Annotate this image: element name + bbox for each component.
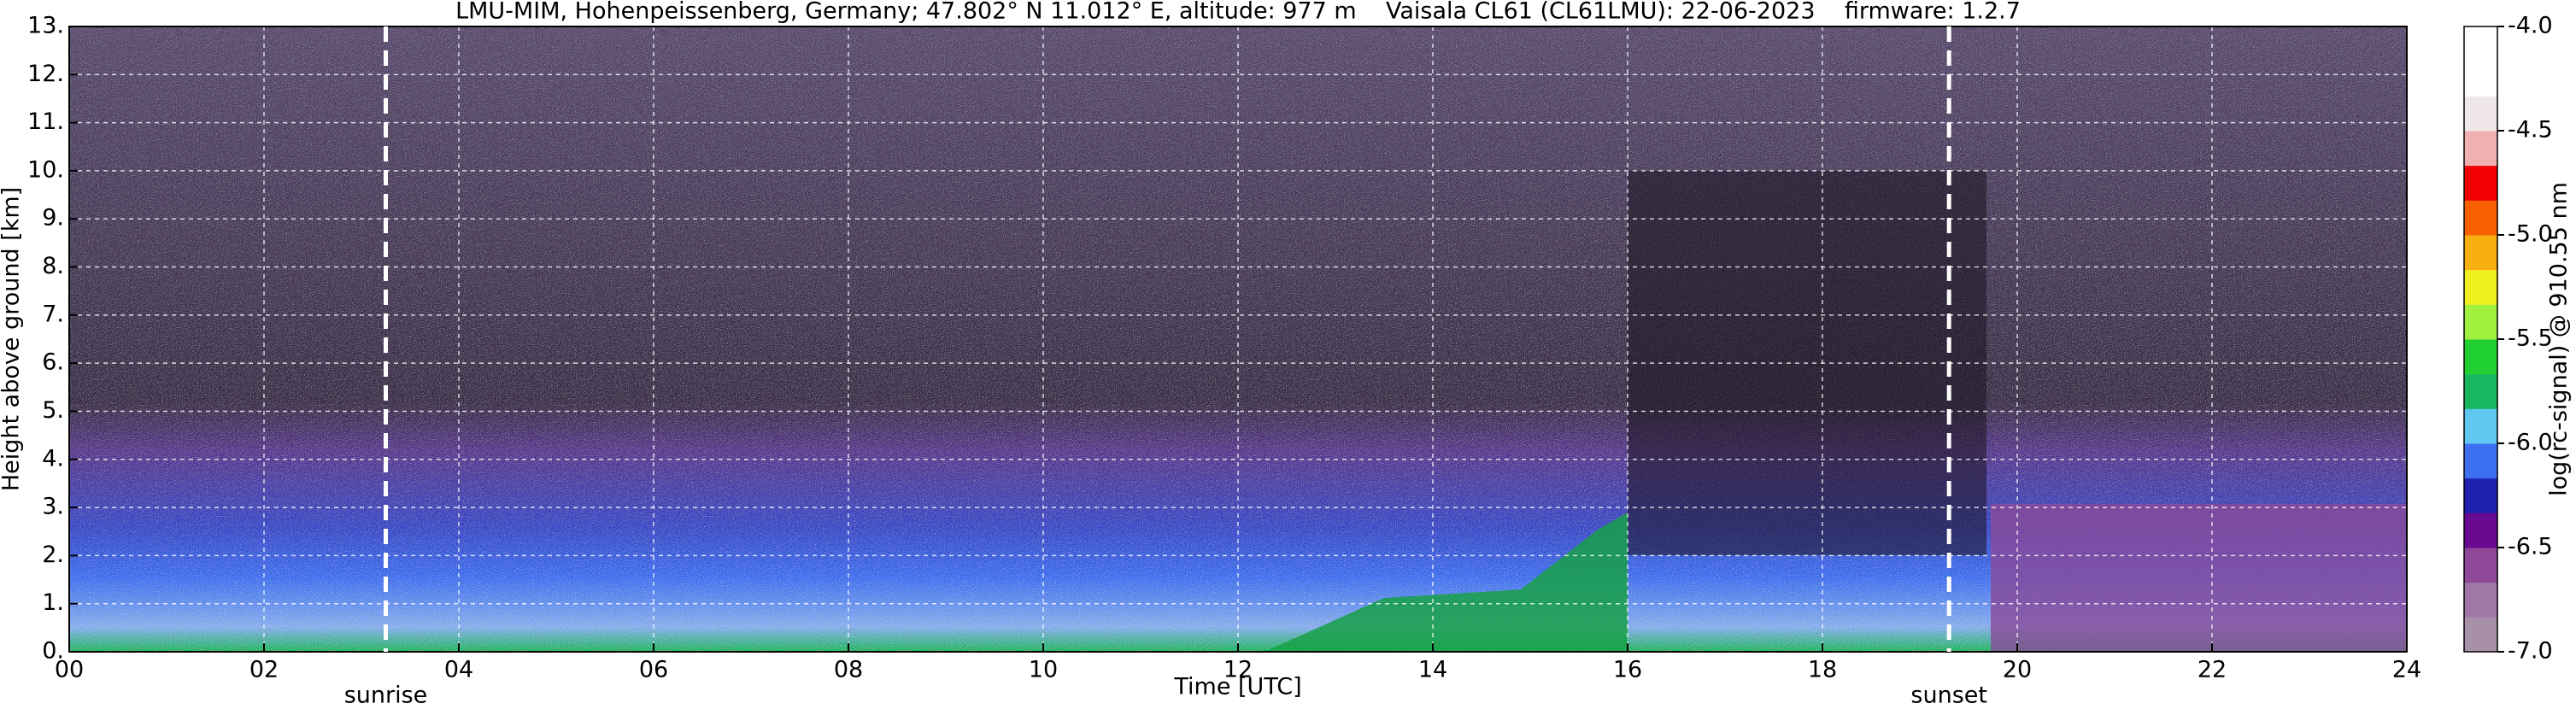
y-tick-label: 10.: [27, 156, 64, 183]
colorbar-segment: [2464, 165, 2497, 201]
x-tick-label: 22: [2198, 657, 2227, 683]
y-tick-label: 8.: [42, 253, 64, 279]
colorbar-segment: [2464, 269, 2497, 305]
colorbar-segment: [2464, 478, 2497, 513]
colorbar-segment: [2464, 582, 2497, 618]
x-tick-label: 00: [55, 657, 84, 683]
y-tick-label: 4.: [42, 445, 64, 472]
colorbar-tick-label: -4.5: [2508, 117, 2553, 144]
x-tick-label: 24: [2392, 657, 2421, 683]
x-tick-label: 16: [1613, 657, 1642, 683]
y-tick-label: 13.: [27, 13, 64, 39]
y-tick-label: 3.: [42, 494, 64, 520]
evening-layer: [1991, 504, 2407, 652]
colorbar-tick-label: -5.0: [2508, 221, 2553, 248]
y-tick-label: 6.: [42, 349, 64, 376]
x-tick-label: 10: [1029, 657, 1058, 683]
colorbar-segment: [2464, 408, 2497, 444]
x-tick-label: 18: [1808, 657, 1837, 683]
y-tick-label: 12.: [27, 61, 64, 87]
y-tick-label: 1.: [42, 589, 64, 616]
colorbar-segment: [2464, 304, 2497, 340]
colorbar-tick-label: -4.0: [2508, 13, 2553, 39]
colorbar-segment: [2464, 235, 2497, 271]
colorbar-segment: [2464, 443, 2497, 479]
y-axis-label: Height above ground [km]: [0, 187, 25, 491]
colorbar-segment: [2464, 548, 2497, 583]
x-tick-label: 04: [444, 657, 473, 683]
colorbar-segment: [2464, 131, 2497, 167]
y-tick-label: 2.: [42, 542, 64, 568]
annotation-label: sunset: [1910, 683, 1987, 706]
y-tick-label: 9.: [42, 205, 64, 231]
x-tick-label: 02: [249, 657, 279, 683]
x-tick-label: 06: [639, 657, 668, 683]
colorbar-tick-label: -7.0: [2508, 638, 2553, 665]
annotation-label: sunrise: [344, 683, 428, 706]
colorbar-segment: [2464, 373, 2497, 409]
x-tick-label: 12: [1223, 657, 1253, 683]
colorbar-segment: [2464, 200, 2497, 236]
colorbar-segment: [2464, 513, 2497, 548]
x-tick-label: 20: [2003, 657, 2032, 683]
colorbar-tick-label: -5.5: [2508, 325, 2553, 352]
x-tick-label: 14: [1418, 657, 1447, 683]
colorbar-segment: [2464, 339, 2497, 375]
x-tick-label: 08: [834, 657, 863, 683]
x-axis-label: Time [UTC]: [1173, 674, 1301, 700]
colorbar-tick-label: -6.0: [2508, 430, 2553, 456]
colorbar-segment: [2464, 26, 2497, 62]
colorbar-segment: [2464, 617, 2497, 653]
colorbar-segment: [2464, 96, 2497, 132]
y-tick-label: 0.: [42, 638, 64, 665]
y-tick-label: 5.: [42, 397, 64, 424]
y-tick-label: 11.: [27, 108, 64, 135]
colorbar-segment: [2464, 61, 2497, 97]
colorbar-tick-label: -6.5: [2508, 534, 2553, 560]
colorbar-label: log(rc-signal) @ 910.55 nm: [2546, 182, 2573, 496]
chart-title: LMU-MIM, Hohenpeissenberg, Germany; 47.8…: [455, 0, 2021, 25]
y-tick-label: 7.: [42, 301, 64, 327]
boundary-layer: [1265, 513, 1628, 652]
